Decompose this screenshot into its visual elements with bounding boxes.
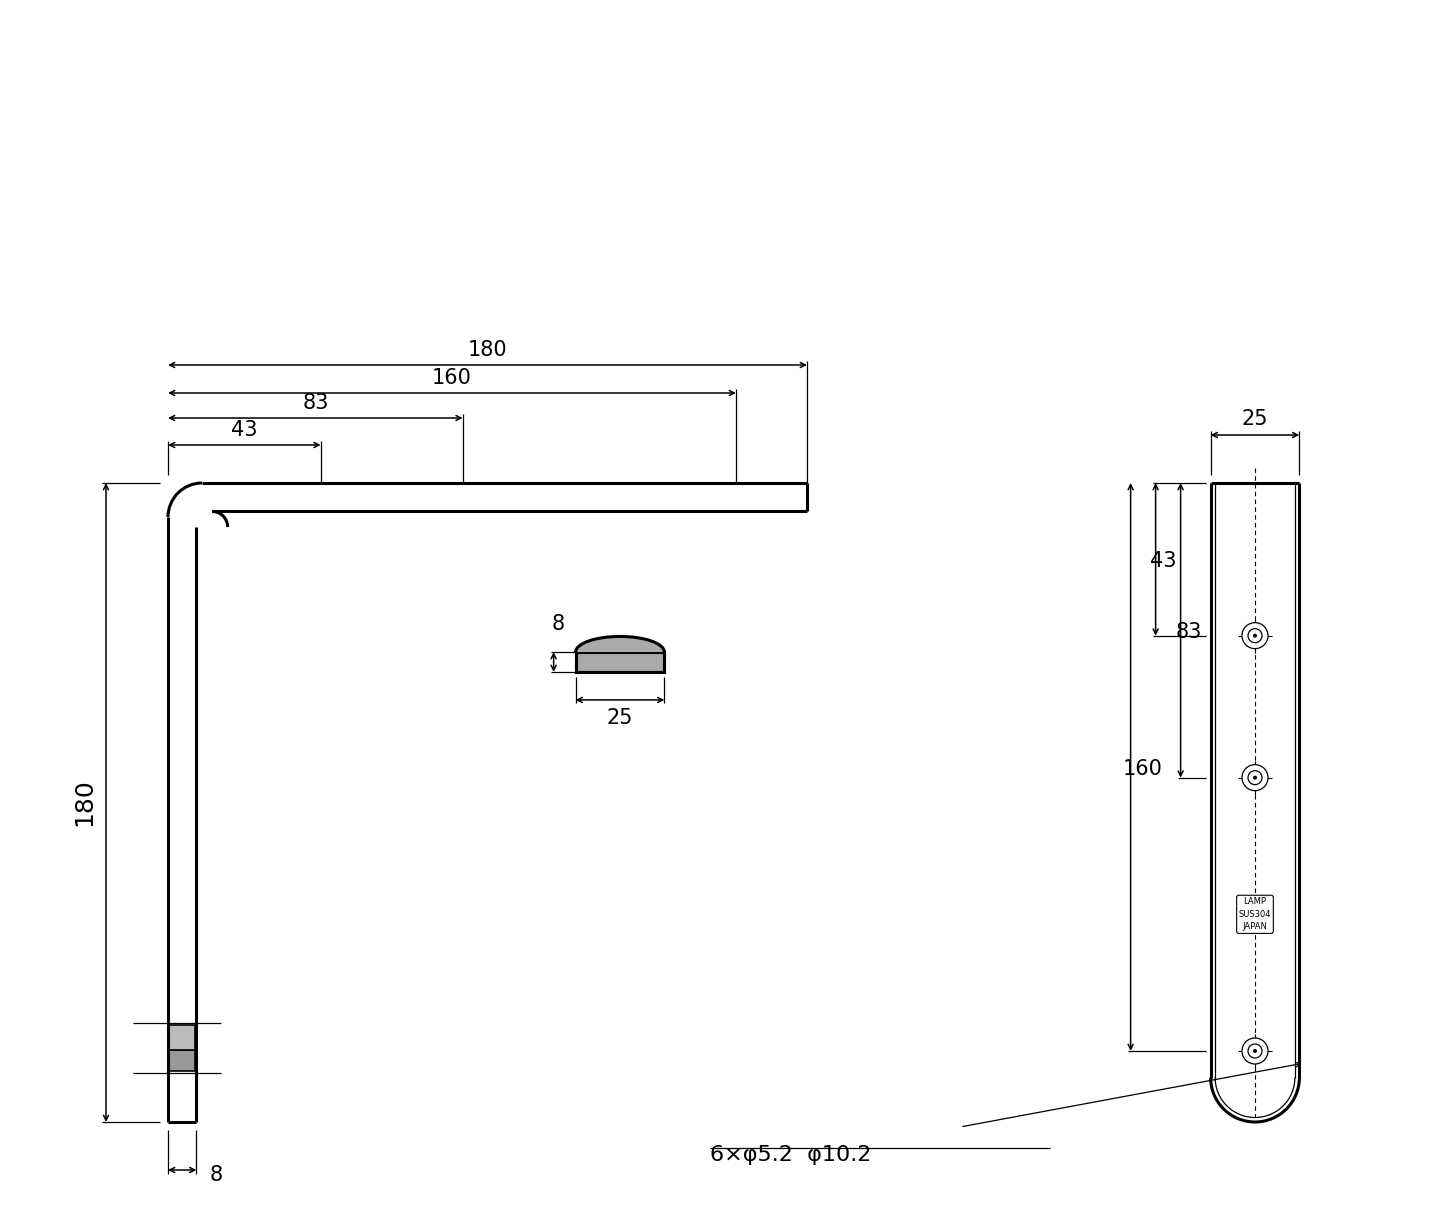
Circle shape [1253,775,1257,780]
Polygon shape [575,636,665,652]
Text: 6×φ5.2  φ10.2: 6×φ5.2 φ10.2 [709,1145,871,1165]
FancyBboxPatch shape [169,1026,195,1050]
Circle shape [1253,634,1257,638]
Text: 83: 83 [302,393,328,413]
Text: 160: 160 [432,368,473,388]
Text: 43: 43 [1150,551,1176,571]
FancyBboxPatch shape [169,1050,195,1071]
Text: 180: 180 [468,340,507,360]
Text: LAMP
SUS304
JAPAN: LAMP SUS304 JAPAN [1238,897,1272,931]
Text: 25: 25 [607,708,633,728]
Text: 8: 8 [552,615,565,634]
Circle shape [1248,770,1261,785]
Text: 83: 83 [1175,622,1202,643]
Text: 8: 8 [210,1165,223,1185]
Circle shape [1248,629,1261,643]
Circle shape [1248,1044,1261,1058]
Bar [575,652,665,672]
Circle shape [1243,764,1269,791]
Text: 180: 180 [72,779,95,826]
Circle shape [1253,1049,1257,1053]
Circle shape [1243,623,1269,649]
Text: 43: 43 [231,420,257,441]
Text: 25: 25 [1241,409,1269,430]
Circle shape [1243,1038,1269,1064]
Text: 160: 160 [1123,759,1163,779]
